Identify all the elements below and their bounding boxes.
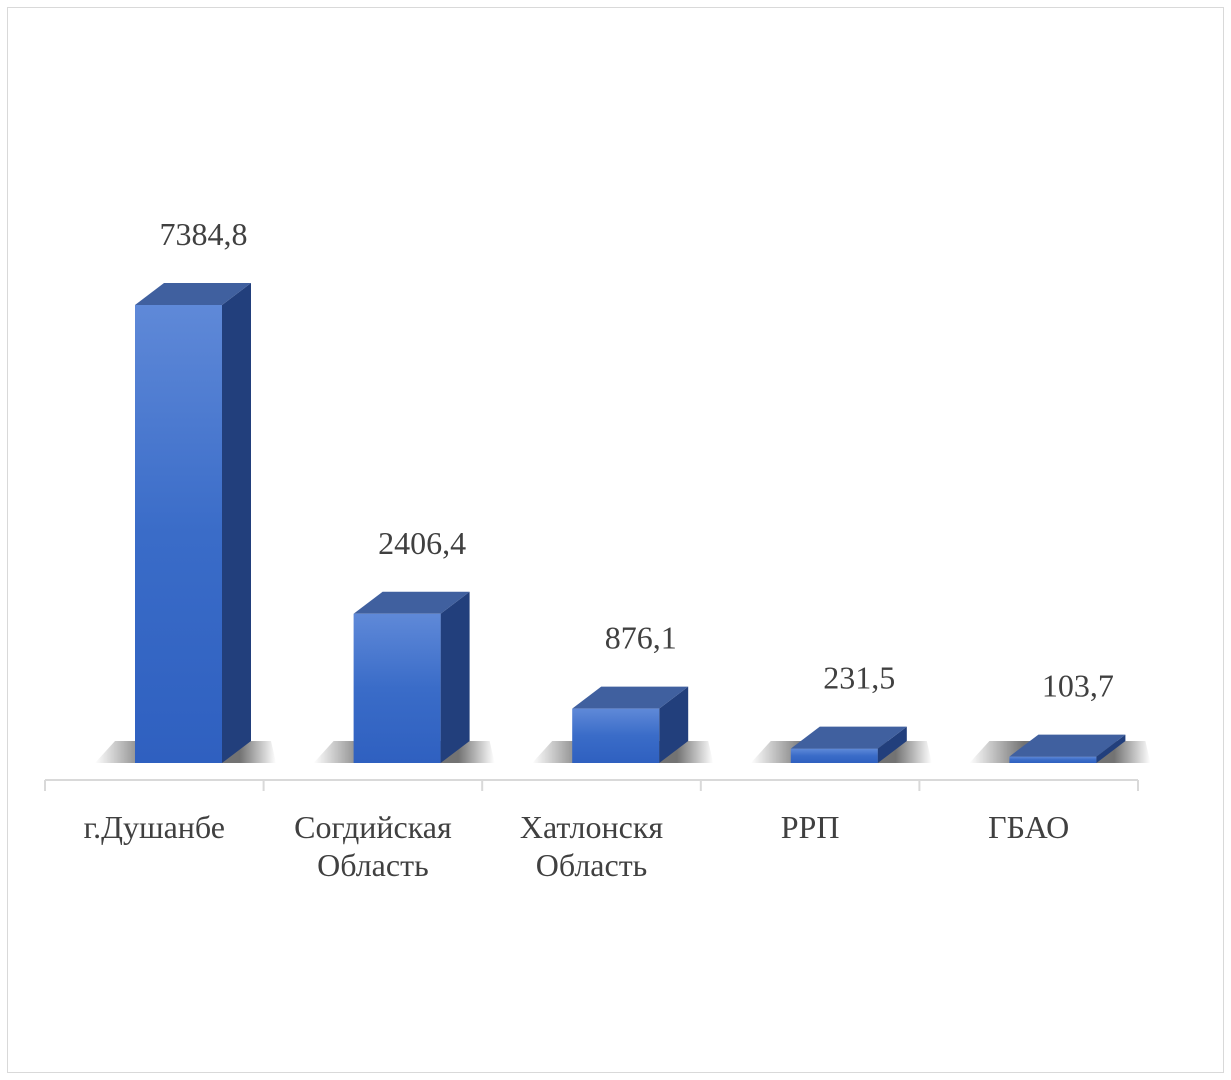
bar-top	[1009, 734, 1126, 757]
x-tick-label: г.Душанбе	[83, 809, 225, 845]
bar-top	[790, 726, 907, 749]
bar	[135, 283, 251, 763]
bar-front	[572, 708, 660, 763]
x-tick-label: ГБАО	[988, 809, 1070, 845]
bar-side	[659, 686, 689, 763]
bar-side	[440, 591, 470, 763]
bar-front	[790, 748, 878, 763]
x-tick-label: РРП	[780, 809, 840, 845]
bar	[572, 686, 689, 763]
bar	[790, 726, 907, 763]
bar-front	[135, 305, 222, 763]
bar-top	[135, 283, 251, 305]
bar-side	[877, 726, 907, 763]
data-label: 2406,4	[378, 525, 466, 561]
data-label: 7384,8	[160, 216, 248, 252]
data-label: 231,5	[823, 660, 895, 696]
bar-top	[572, 686, 689, 709]
chart-border	[7, 7, 1224, 1073]
bar-front	[1009, 756, 1097, 763]
bar-front	[353, 613, 441, 763]
data-label: 876,1	[605, 620, 677, 656]
bar-top	[353, 591, 470, 614]
data-label: 103,7	[1042, 668, 1114, 704]
bar-side	[1096, 734, 1126, 763]
x-tick-label: Согдийская Область	[294, 809, 452, 883]
bar	[1009, 734, 1126, 763]
bar-side	[222, 283, 251, 763]
x-tick-label: Хатлонскя Область	[519, 809, 664, 883]
bar	[353, 591, 470, 763]
